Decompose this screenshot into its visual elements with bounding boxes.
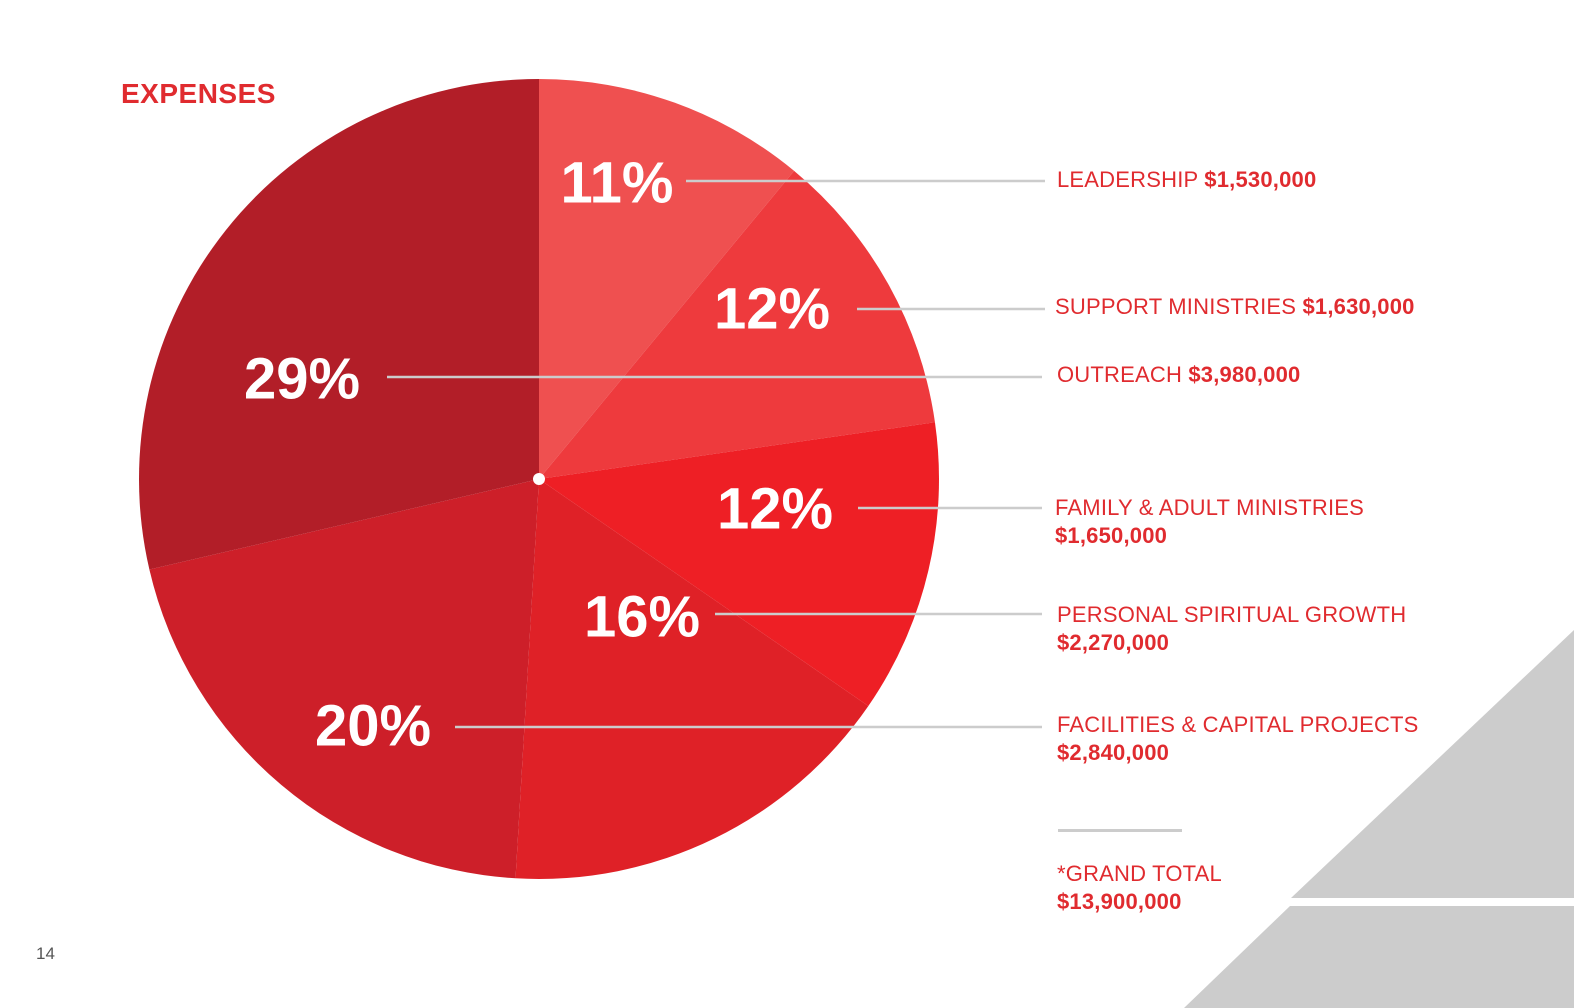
pie-slice-leadership xyxy=(539,79,795,479)
legend-item-leadership: LEADERSHIP $1,530,000 xyxy=(1057,166,1316,194)
percent-label: 20% xyxy=(315,694,431,759)
legend-item-outreach: OUTREACH $3,980,000 xyxy=(1057,361,1300,389)
legend-item-family-adult-ministries: FAMILY & ADULT MINISTRIES $1,650,000 xyxy=(1055,494,1364,550)
legend-category: SUPPORT MINISTRIES xyxy=(1055,294,1297,319)
pie-slice-outreach xyxy=(139,79,539,570)
grand-total-amount: $13,900,000 xyxy=(1057,889,1182,914)
grand-total: *GRAND TOTAL $13,900,000 xyxy=(1057,860,1222,916)
pie-slice-facilities-capital-projects xyxy=(149,479,539,879)
total-divider xyxy=(1058,829,1182,832)
percent-label: 11% xyxy=(561,151,674,216)
pie-slice-personal-spiritual-growth xyxy=(515,479,869,880)
legend-amount: $1,530,000 xyxy=(1204,167,1317,192)
legend-category: LEADERSHIP xyxy=(1057,167,1198,192)
legend-amount: $3,980,000 xyxy=(1188,362,1301,387)
page-title: EXPENSES xyxy=(121,78,276,109)
legend-category: FAMILY & ADULT MINISTRIES xyxy=(1055,495,1365,520)
legend-category: PERSONAL SPIRITUAL GROWTH xyxy=(1057,602,1407,627)
legend-category: FACILITIES & CAPITAL PROJECTS xyxy=(1057,712,1419,737)
pie-slice-support-ministries xyxy=(539,170,935,479)
percent-label: 29% xyxy=(244,347,360,412)
legend-item-personal-spiritual-growth: PERSONAL SPIRITUAL GROWTH $2,270,000 xyxy=(1057,601,1406,657)
pie-center-dot xyxy=(533,473,545,485)
legend-amount: $2,270,000 xyxy=(1057,630,1170,655)
legend-amount: $1,650,000 xyxy=(1055,523,1168,548)
legend-amount: $2,840,000 xyxy=(1057,740,1170,765)
legend-item-facilities-capital-projects: FACILITIES & CAPITAL PROJECTS $2,840,000 xyxy=(1057,711,1419,767)
legend-amount: $1,630,000 xyxy=(1302,294,1415,319)
grand-total-label: *GRAND TOTAL xyxy=(1057,861,1222,886)
decorative-triangle-upper xyxy=(1291,630,1574,898)
percent-label: 12% xyxy=(714,277,830,342)
pie-slice-family-adult-ministries xyxy=(539,422,939,706)
legend-item-support-ministries: SUPPORT MINISTRIES $1,630,000 xyxy=(1055,293,1415,321)
percent-label: 12% xyxy=(717,477,833,542)
legend-category: OUTREACH xyxy=(1057,362,1183,387)
decorative-band-lower xyxy=(1184,906,1574,1008)
percent-label: 16% xyxy=(584,585,700,650)
page-number: 14 xyxy=(36,944,55,963)
